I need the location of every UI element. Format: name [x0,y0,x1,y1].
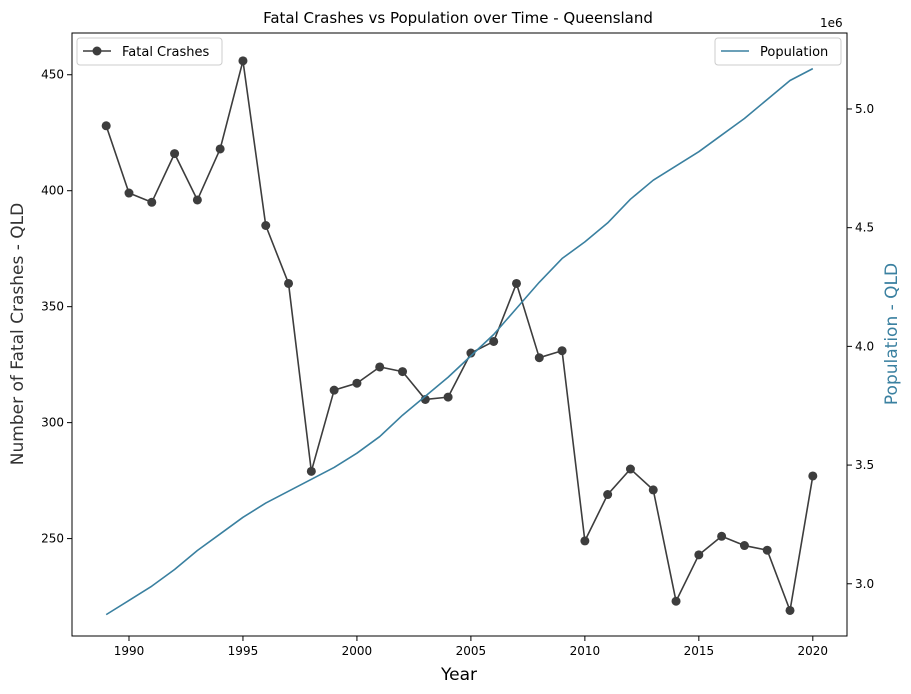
left-axis-ticks: 250 300 350 400 450 [41,68,72,546]
fatal-crashes-point [284,278,294,288]
fatal-crashes-point [785,605,795,615]
fatal-crashes-point [808,471,818,481]
fatal-crashes-point [443,392,453,402]
series-layer [101,56,818,616]
fatal-crashes-point [329,385,339,395]
fatal-crashes-point [124,188,134,198]
right-y-tick-label: 3.0 [855,577,874,591]
legend-left-label: Fatal Crashes [122,45,209,60]
fatal-crashes-point [717,531,727,541]
fatal-crashes-point [671,596,681,606]
fatal-crashes-point [147,197,157,207]
fatal-crashes-point [101,121,111,131]
right-axis-offset-text: 1e6 [820,16,843,30]
legend-right-box [714,37,842,66]
left-y-tick-label: 350 [41,300,64,314]
plot-frame [71,32,848,637]
fatal-crashes-point [739,541,749,551]
fatal-crashes-point [192,195,202,205]
legend-left-box [76,37,223,66]
left-y-tick-label: 400 [41,184,64,198]
x-tick-label: 2000 [342,644,373,658]
fatal-crashes-point [534,353,544,363]
right-y-tick-label: 4.5 [855,221,874,235]
right-axis-ticks: 3.0 3.5 4.0 4.5 5.0 [847,102,874,591]
x-tick-label: 2015 [684,644,715,658]
fatal-crashes-point [238,56,248,66]
left-y-tick-label: 450 [41,68,64,82]
legend-left-marker [92,46,102,56]
legend-right-label: Population [760,45,828,60]
fatal-crashes-point [261,220,271,230]
right-y-tick-label: 3.5 [855,458,874,472]
fatal-crashes-line [105,60,814,612]
fatal-crashes-point [352,378,362,388]
left-y-tick-label: 300 [41,416,64,430]
fatal-crashes-point [762,545,772,555]
right-y-tick-label: 4.0 [855,339,874,353]
x-axis-ticks: 1990 1995 2000 2005 2010 2015 2020 [114,636,828,658]
fatal-crashes-point [557,346,567,356]
fatal-crashes-point [694,550,704,560]
x-tick-label: 1995 [228,644,259,658]
fatal-crashes-point [580,536,590,546]
right-axis-label: Population - QLD [882,263,902,405]
fatal-crashes-point [306,466,316,476]
fatal-crashes-point [398,367,408,377]
x-tick-label: 2010 [570,644,601,658]
legend-fatal-crashes: Fatal Crashes [76,37,223,66]
chart-title: Fatal Crashes vs Population over Time - … [263,9,653,27]
fatal-crashes-point [466,348,476,358]
x-tick-label: 1990 [114,644,145,658]
left-axis-label: Number of Fatal Crashes - QLD [8,203,28,465]
fatal-crashes-point [215,144,225,154]
fatal-crashes-point [375,362,385,372]
right-y-tick-label: 5.0 [855,102,874,116]
legend-population: Population [714,37,842,66]
fatal-crashes-point [489,336,499,346]
x-tick-label: 2005 [456,644,487,658]
population-line [105,67,814,616]
fatal-crashes-point [625,464,635,474]
left-y-tick-label: 250 [41,532,64,546]
fatal-crashes-point [170,149,180,159]
x-axis-label: Year [440,665,477,685]
x-tick-label: 2020 [798,644,829,658]
fatal-crashes-point [511,278,521,288]
fatal-crashes-point [648,485,658,495]
fatal-crashes-point [603,490,613,500]
